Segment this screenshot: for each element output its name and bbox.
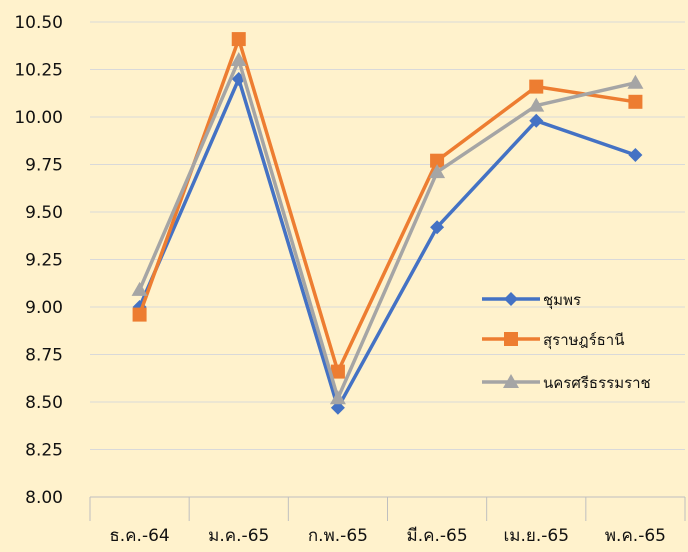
legend-label: นครศรีธรรมราช [543, 374, 651, 392]
series-0 [132, 72, 643, 415]
data-point [627, 74, 644, 89]
data-point [430, 220, 445, 235]
y-tick-label: 10.50 [14, 13, 63, 33]
legend-item: สุราษฎร์ธานี [482, 331, 624, 350]
data-point [429, 164, 446, 179]
data-point [529, 79, 544, 94]
data-point [628, 94, 643, 109]
series-2 [131, 52, 644, 405]
x-axis: ธ.ค.-64 ม.ค.-65 ก.พ.-65 มี.ค.-65 เม.ย.-65 พ.ค… [89, 496, 686, 546]
legend-item: นครศรีธรรมราช [482, 374, 651, 392]
data-point [529, 113, 544, 128]
legend-label: ชุมพร [543, 291, 581, 310]
x-tick-label: พ.ค.-65 [605, 526, 666, 546]
data-point [330, 364, 345, 379]
y-tick-label: 10.25 [14, 61, 63, 81]
x-tick-label: ก.พ.-65 [308, 526, 368, 546]
y-tick-label: 9.75 [25, 156, 63, 176]
series-line [137, 37, 636, 374]
x-tick-label: ธ.ค.-64 [109, 526, 169, 546]
y-tick-label: 8.50 [25, 393, 63, 413]
data-point [231, 32, 246, 47]
data-point [628, 148, 643, 162]
data-point [528, 97, 545, 112]
x-tick-label: ม.ค.-65 [208, 526, 269, 546]
y-tick-label: 8.00 [25, 488, 63, 508]
y-tick-label: 9.50 [25, 203, 63, 223]
series-line [137, 58, 636, 400]
series-group [131, 32, 644, 415]
legend-marker [504, 332, 518, 346]
series-line [137, 77, 636, 410]
legend-marker [504, 292, 518, 306]
data-point [329, 390, 346, 405]
data-point [131, 281, 148, 296]
x-tick-label: เม.ย.-65 [503, 526, 569, 546]
grid-lines [90, 21, 685, 498]
data-point [430, 153, 445, 168]
x-tick-label: มี.ค.-65 [407, 526, 468, 546]
data-point [132, 307, 147, 322]
y-tick-label: 8.75 [25, 346, 63, 366]
legend-label: สุราษฎร์ธานี [543, 331, 624, 350]
y-axis: 8.00 8.25 8.50 8.75 9.00 9.25 9.50 9.75 10.00 10.… [14, 13, 63, 508]
y-tick-label: 10.00 [14, 108, 63, 128]
y-tick-label: 9.25 [25, 251, 63, 271]
y-tick-label: 9.00 [25, 298, 63, 318]
data-point [230, 52, 247, 66]
series-1 [132, 32, 643, 379]
legend-marker [503, 374, 519, 388]
y-tick-label: 8.25 [25, 441, 63, 461]
legend-item: ชุมพร [482, 291, 581, 310]
